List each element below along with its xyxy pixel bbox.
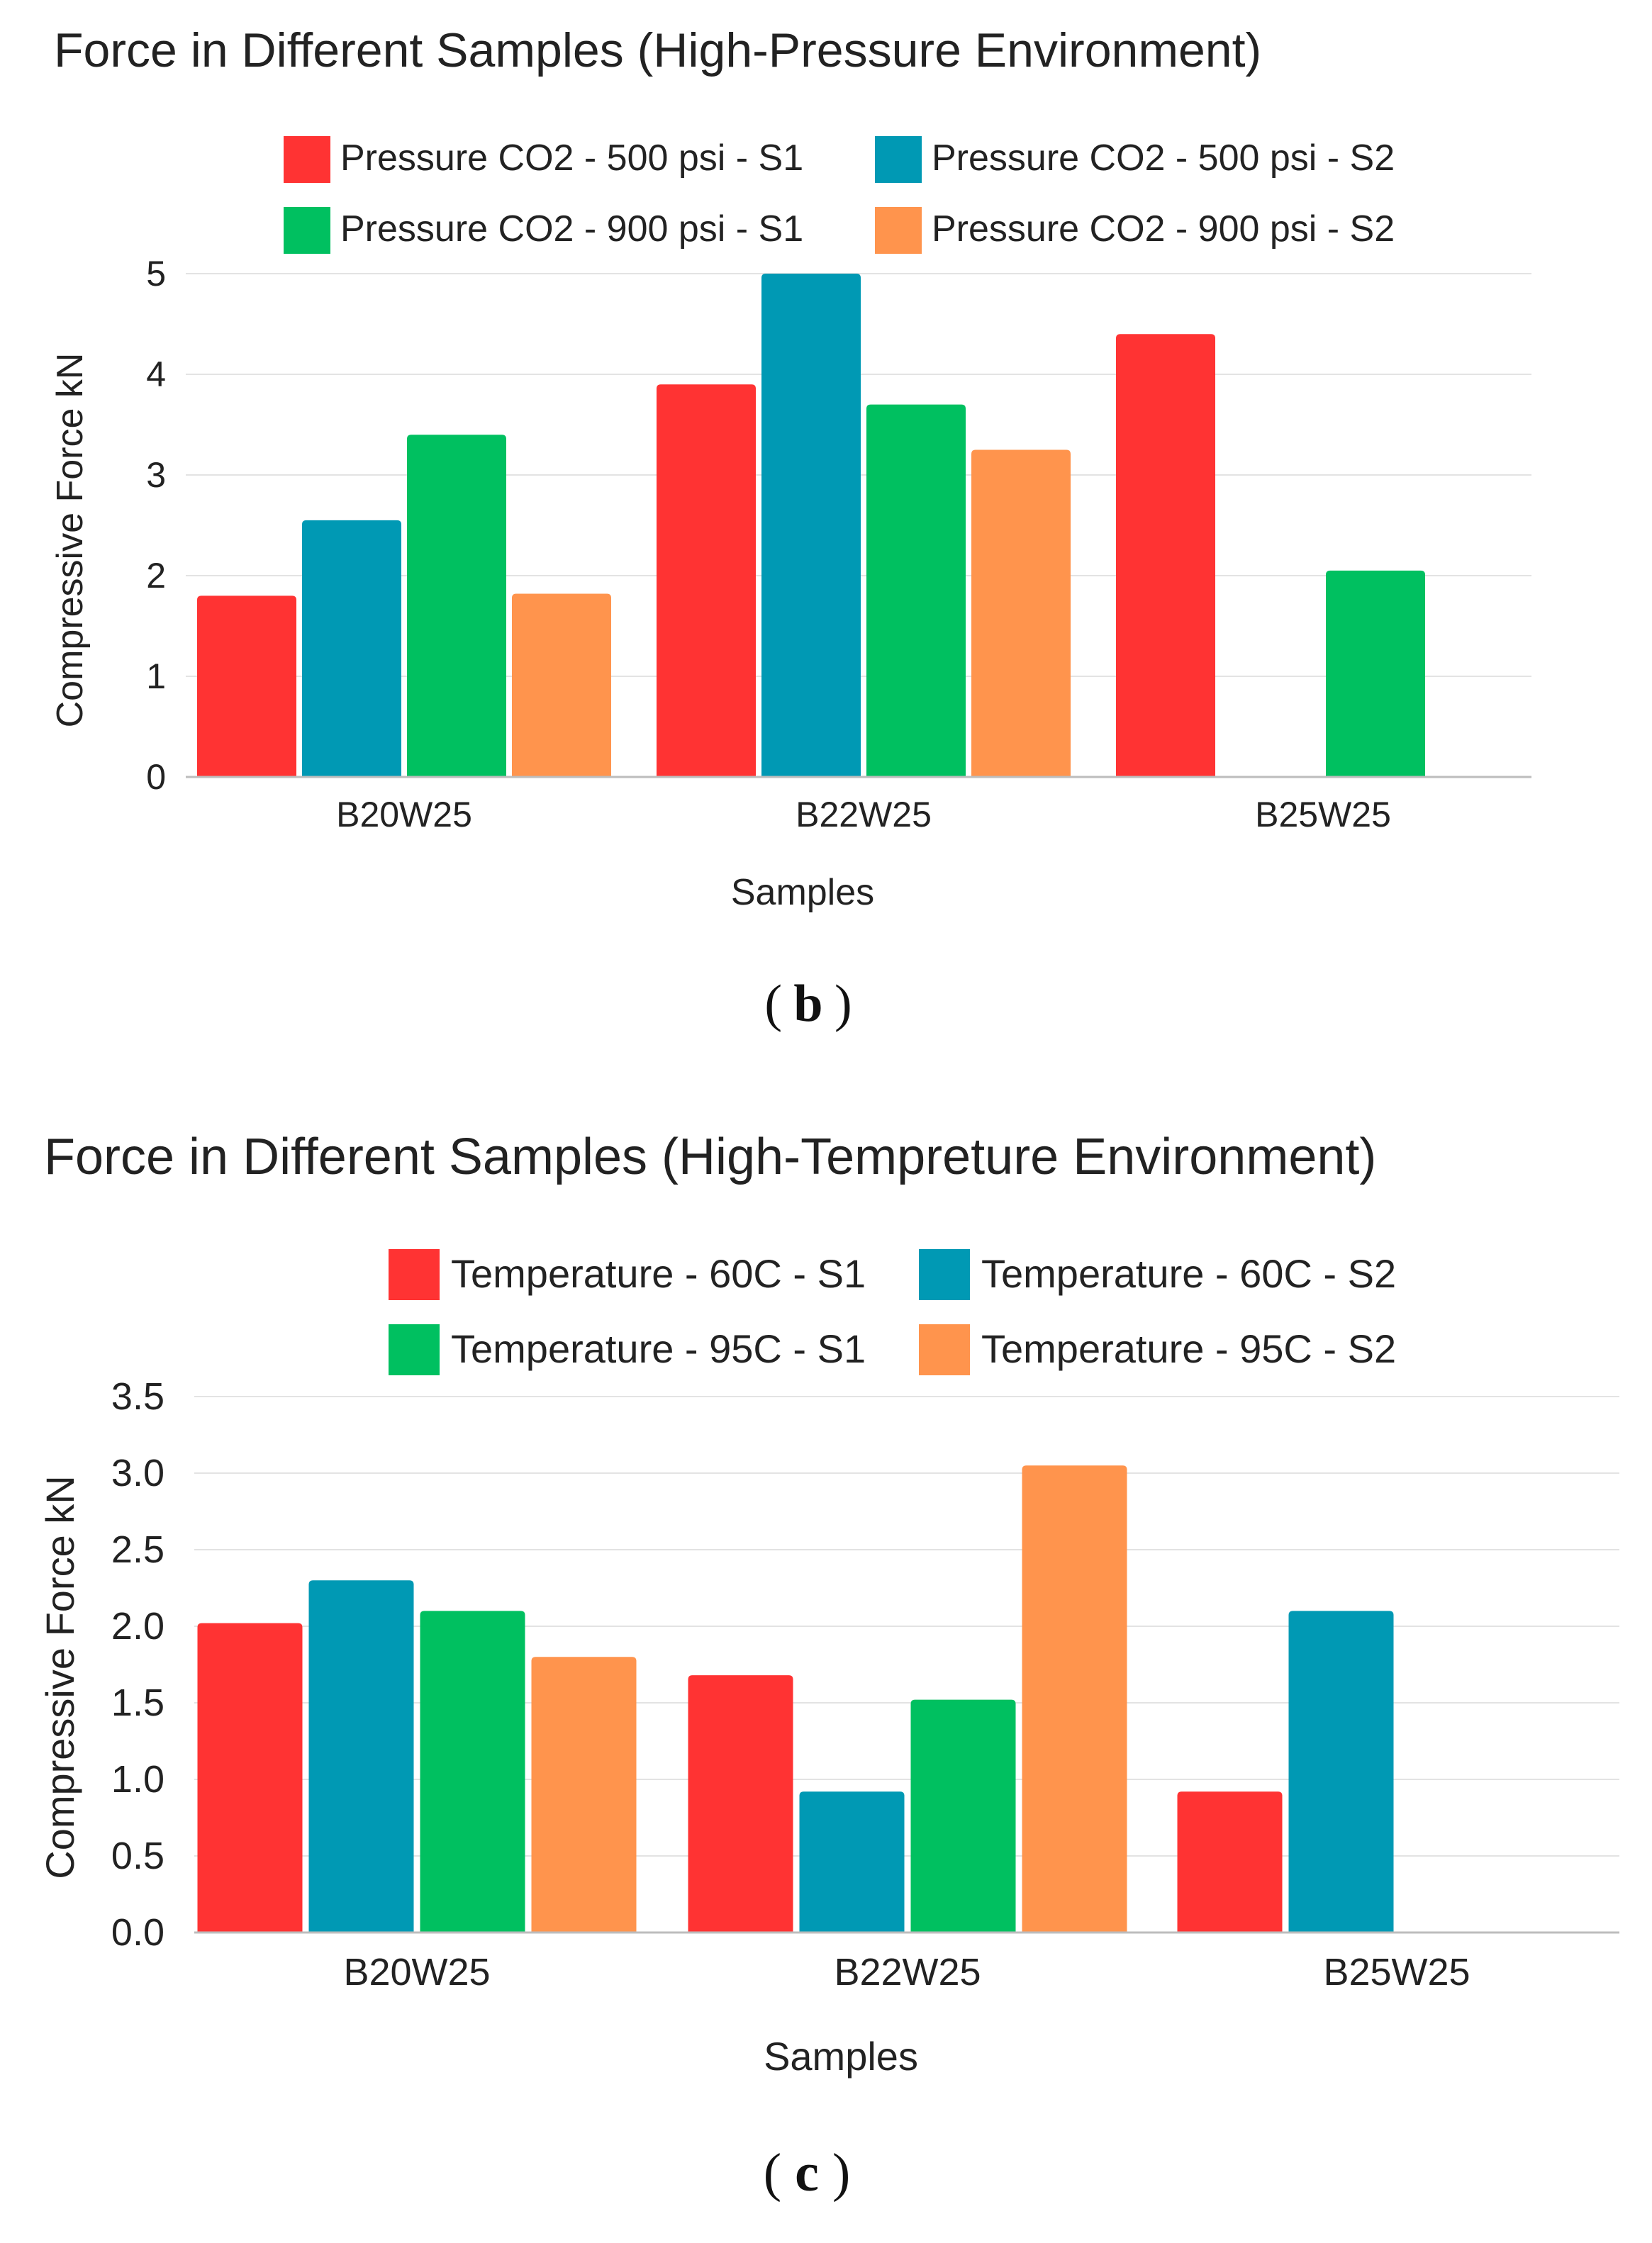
bar (1116, 334, 1215, 777)
bar (866, 404, 966, 777)
legend-label: Temperature - 95C - S2 (981, 1326, 1396, 1371)
panel-label-close-paren: ) (832, 2143, 850, 2203)
bar (1326, 570, 1425, 777)
legend-swatch (389, 1324, 440, 1375)
bar (1177, 1791, 1283, 1932)
y-tick-label: 2 (146, 556, 166, 595)
x-tick-labels: B20W25 B22W25 B25W25 (343, 1951, 1470, 1993)
y-tick-label: 3.5 (111, 1375, 164, 1418)
bars (197, 274, 1425, 777)
legend-swatch (919, 1324, 970, 1375)
x-tick-label: B25W25 (1255, 795, 1391, 834)
bar (1022, 1465, 1127, 1932)
y-tick-label: 1 (146, 656, 166, 696)
legend-swatch (284, 136, 330, 183)
legend: Pressure CO2 - 500 psi - S1 Pressure CO2… (284, 136, 1395, 254)
y-tick-label: 0 (146, 757, 166, 797)
y-tick-label: 0.5 (111, 1835, 164, 1877)
panel-label-letter: c (795, 2143, 819, 2203)
bar (512, 593, 611, 777)
bar (761, 274, 861, 777)
y-tick-label: 1.5 (111, 1682, 164, 1724)
y-tick-label: 5 (146, 254, 166, 293)
x-tick-label: B25W25 (1323, 1951, 1470, 1993)
y-axis-label: Compressive Force kN (50, 353, 91, 728)
x-tick-label: B22W25 (834, 1951, 981, 1993)
legend-label: Pressure CO2 - 500 psi - S2 (932, 138, 1395, 179)
y-tick-label: 3 (146, 455, 166, 495)
bar (1288, 1611, 1394, 1932)
bar (971, 449, 1071, 777)
bar (420, 1611, 525, 1932)
y-tick-label: 3.0 (111, 1452, 164, 1494)
x-tick-label: B20W25 (343, 1951, 490, 1993)
legend-label: Pressure CO2 - 900 psi - S1 (340, 208, 803, 250)
x-tick-label: B22W25 (796, 795, 932, 834)
x-tick-label: B20W25 (336, 795, 472, 834)
panel-label-letter: b (793, 975, 822, 1033)
chart-temperature: Force in Different Samples (High-Tempret… (38, 1129, 1619, 2203)
legend-label: Temperature - 60C - S2 (981, 1251, 1396, 1296)
legend-swatch (389, 1249, 440, 1300)
y-tick-labels: 0 1 2 3 4 5 (146, 254, 166, 797)
chart-title: Force in Different Samples (High-Tempret… (44, 1129, 1376, 1185)
bars (197, 1465, 1394, 1932)
legend-label: Pressure CO2 - 500 psi - S1 (340, 138, 803, 179)
legend-label: Temperature - 60C - S1 (451, 1251, 866, 1296)
bar (197, 1623, 303, 1932)
y-tick-label: 0.0 (111, 1911, 164, 1954)
x-tick-labels: B20W25 B22W25 B25W25 (336, 795, 1391, 834)
bar (688, 1675, 793, 1932)
y-tick-label: 2.5 (111, 1528, 164, 1571)
y-tick-labels: 0.0 0.5 1.0 1.5 2.0 2.5 3.0 3.5 (111, 1375, 164, 1954)
legend-swatch (875, 136, 922, 183)
panel-label: ( c ) (764, 2143, 851, 2203)
legend-swatch (875, 207, 922, 254)
panel-label: ( b ) (764, 975, 852, 1033)
legend-label: Pressure CO2 - 900 psi - S2 (932, 208, 1395, 250)
legend-label: Temperature - 95C - S1 (451, 1326, 866, 1371)
bar (531, 1657, 637, 1932)
chart-pressure: Force in Different Samples (High-Pressur… (50, 23, 1531, 1033)
bar (657, 384, 756, 777)
bar (302, 520, 401, 777)
y-tick-label: 1.0 (111, 1758, 164, 1801)
legend-swatch (284, 207, 330, 254)
bar (799, 1791, 905, 1932)
bar (197, 595, 296, 777)
bar (308, 1580, 414, 1932)
x-axis-label: Samples (764, 2034, 918, 2079)
legend: Temperature - 60C - S1 Temperature - 60C… (389, 1249, 1396, 1375)
chart-title: Force in Different Samples (High-Pressur… (54, 23, 1261, 77)
bar (910, 1699, 1016, 1932)
panel-label-open-paren: ( (764, 975, 782, 1033)
legend-swatch (919, 1249, 970, 1300)
y-axis-label: Compressive Force kN (38, 1475, 82, 1879)
y-tick-label: 4 (146, 354, 166, 394)
y-tick-label: 2.0 (111, 1605, 164, 1648)
bar (407, 435, 506, 777)
x-axis-label: Samples (731, 872, 874, 913)
panel-label-open-paren: ( (764, 2143, 781, 2203)
panel-label-close-paren: ) (835, 975, 852, 1033)
